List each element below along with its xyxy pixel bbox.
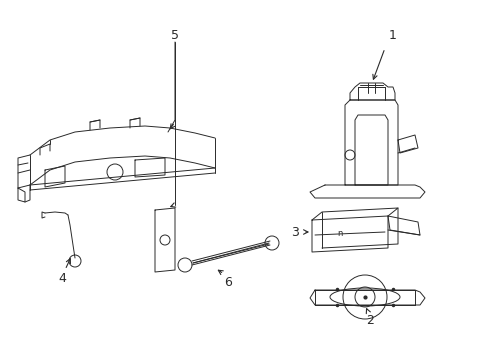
Text: 3: 3 — [290, 225, 298, 239]
Text: n: n — [337, 230, 342, 239]
Text: 2: 2 — [366, 314, 373, 327]
Text: 4: 4 — [58, 271, 66, 284]
Text: 5: 5 — [171, 28, 179, 41]
Text: 1: 1 — [388, 28, 396, 41]
Text: 6: 6 — [224, 275, 231, 288]
